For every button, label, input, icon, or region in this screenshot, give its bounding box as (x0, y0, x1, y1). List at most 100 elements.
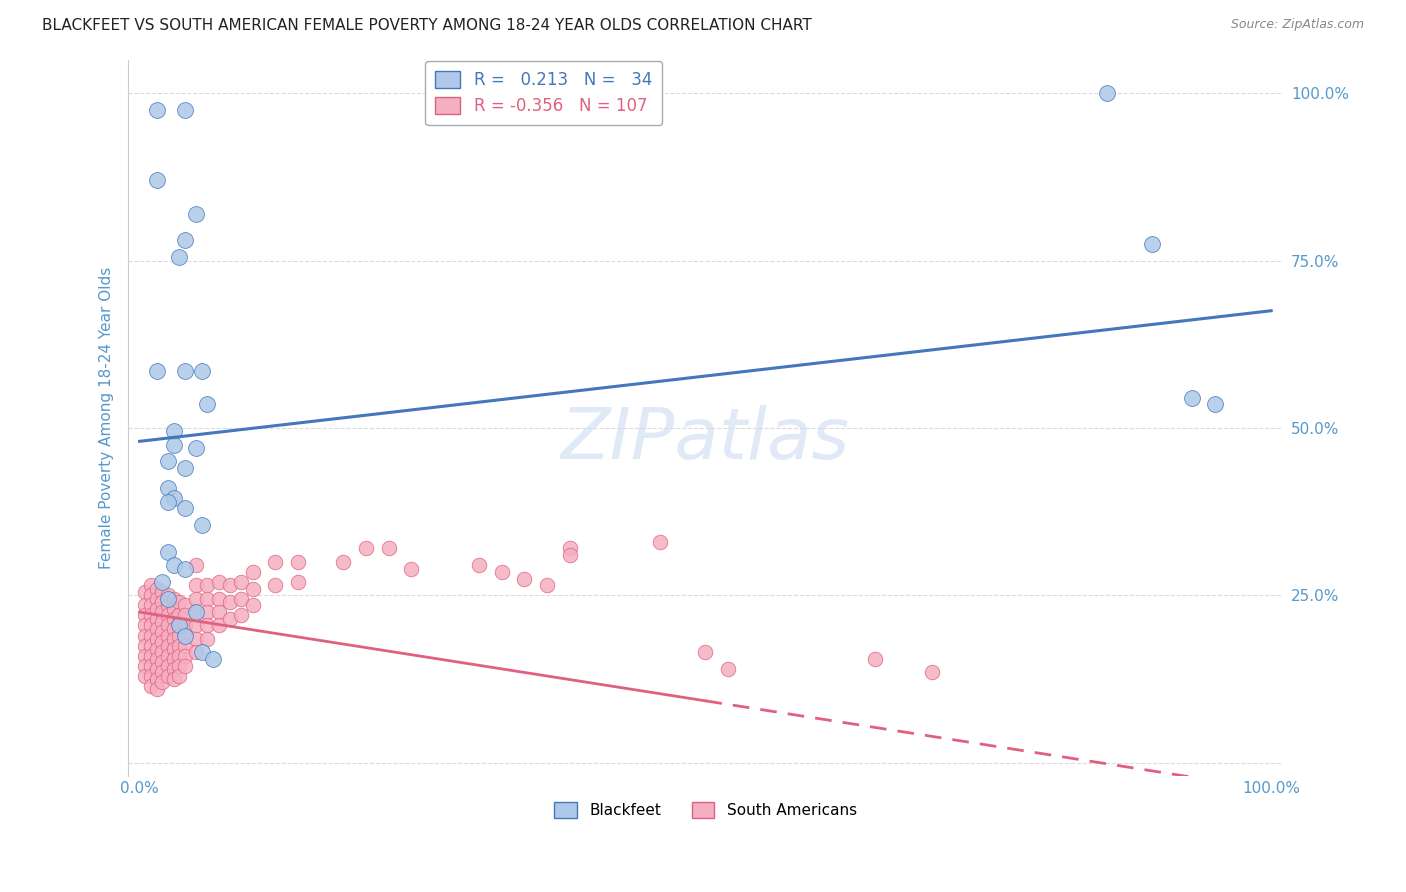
Point (162, 641, 184, 656)
Point (921, 665, 943, 680)
Point (134, 669, 156, 683)
Point (150, 645, 173, 659)
Point (134, 599, 156, 613)
Point (145, 672, 167, 686)
Point (202, 652, 225, 666)
Y-axis label: Female Poverty Among 18-24 Year Olds: Female Poverty Among 18-24 Year Olds (100, 267, 114, 569)
Point (242, 582, 264, 596)
Point (156, 658, 179, 673)
Point (150, 595, 173, 609)
Point (354, 541, 377, 556)
Point (139, 669, 162, 683)
Point (186, 605, 208, 619)
Point (191, 364, 214, 378)
Point (145, 601, 167, 615)
Point (145, 173, 167, 187)
Point (197, 632, 219, 646)
Point (150, 615, 173, 629)
Point (156, 481, 179, 495)
Point (399, 561, 422, 575)
Point (134, 628, 156, 642)
Point (1142, 236, 1164, 251)
Point (145, 652, 167, 666)
Point (536, 578, 558, 592)
Point (491, 565, 513, 579)
Point (863, 652, 886, 666)
Point (173, 648, 195, 663)
Point (162, 672, 184, 686)
Point (139, 578, 162, 592)
Point (173, 103, 195, 117)
Point (1095, 86, 1118, 100)
Point (145, 364, 167, 378)
Point (173, 234, 195, 248)
Text: BLACKFEET VS SOUTH AMERICAN FEMALE POVERTY AMONG 18-24 YEAR OLDS CORRELATION CHA: BLACKFEET VS SOUTH AMERICAN FEMALE POVER… (42, 18, 811, 33)
Point (167, 669, 190, 683)
Point (167, 618, 190, 632)
Point (162, 558, 184, 573)
Point (558, 541, 581, 556)
Legend: Blackfeet, South Americans: Blackfeet, South Americans (547, 795, 865, 826)
Point (186, 605, 208, 619)
Point (167, 618, 190, 632)
Point (162, 652, 184, 666)
Point (156, 648, 179, 663)
Point (173, 639, 195, 653)
Point (219, 595, 242, 609)
Point (173, 364, 195, 378)
Point (162, 662, 184, 676)
Point (145, 682, 167, 697)
Point (167, 628, 190, 642)
Point (145, 612, 167, 626)
Point (191, 645, 214, 659)
Point (208, 591, 231, 606)
Point (162, 491, 184, 506)
Point (156, 628, 179, 642)
Point (287, 574, 309, 589)
Point (162, 601, 184, 615)
Point (145, 632, 167, 646)
Point (156, 608, 179, 623)
Point (162, 632, 184, 646)
Point (197, 397, 219, 411)
Point (145, 103, 167, 117)
Point (242, 599, 264, 613)
Point (186, 618, 208, 632)
Point (145, 622, 167, 636)
Point (648, 534, 671, 549)
Point (1181, 391, 1204, 405)
Point (287, 555, 309, 569)
Point (167, 595, 190, 609)
Point (156, 599, 179, 613)
Point (332, 555, 354, 569)
Point (150, 625, 173, 640)
Point (145, 582, 167, 596)
Point (134, 639, 156, 653)
Point (513, 572, 536, 586)
Point (208, 618, 231, 632)
Point (186, 206, 208, 220)
Point (167, 658, 190, 673)
Point (1204, 397, 1226, 411)
Point (156, 618, 179, 632)
Point (167, 608, 190, 623)
Point (264, 578, 287, 592)
Point (156, 591, 179, 606)
Point (173, 658, 195, 673)
Point (156, 639, 179, 653)
Point (139, 618, 162, 632)
Point (139, 599, 162, 613)
Point (208, 574, 231, 589)
Point (145, 662, 167, 676)
Point (173, 618, 195, 632)
Point (173, 561, 195, 575)
Point (145, 641, 167, 656)
Point (167, 648, 190, 663)
Point (186, 558, 208, 573)
Point (139, 658, 162, 673)
Point (134, 658, 156, 673)
Point (173, 501, 195, 516)
Point (156, 669, 179, 683)
Point (150, 605, 173, 619)
Point (468, 558, 491, 573)
